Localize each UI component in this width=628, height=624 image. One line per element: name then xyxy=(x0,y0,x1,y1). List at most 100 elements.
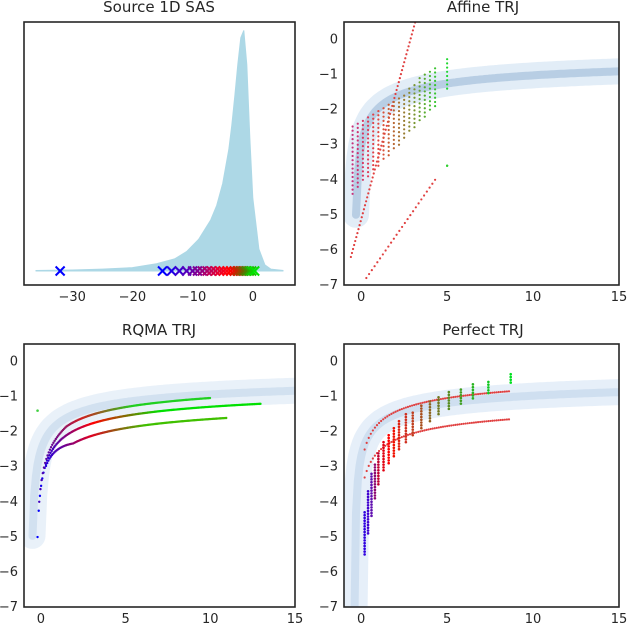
scatter-point xyxy=(499,418,502,422)
panel-perfect-trj: Perfect TRJ 0 5 10 15 0 −1 −2 −3 −4 −5 −6 −7 xyxy=(319,321,627,624)
scatter-point xyxy=(36,409,39,412)
scatter-point xyxy=(505,418,509,421)
scatter-point xyxy=(392,454,396,458)
scatter-point xyxy=(404,406,407,409)
y-tick-label: −4 xyxy=(0,495,18,510)
x-tick-label: 0 xyxy=(249,290,257,305)
scatter-point xyxy=(366,170,370,174)
scatter-point xyxy=(446,424,449,428)
scatter-point xyxy=(428,411,432,415)
scatter-point xyxy=(366,175,370,178)
x-tick-label: 5 xyxy=(443,290,451,305)
scatter-point xyxy=(370,508,373,512)
scatter-point xyxy=(392,446,396,450)
x-tick-label: 5 xyxy=(121,612,129,624)
scatter-point xyxy=(398,77,401,80)
scatter-point xyxy=(366,133,370,136)
scatter-point xyxy=(356,185,359,188)
scatter-point xyxy=(428,419,432,423)
scatter-point xyxy=(423,86,426,89)
scatter-point xyxy=(382,153,385,156)
scatter-point xyxy=(373,496,377,500)
x-tick-label: −30 xyxy=(58,290,85,305)
scatter-point xyxy=(462,422,465,425)
scatter-point xyxy=(408,108,411,111)
scatter-point xyxy=(396,84,399,88)
scatter-point xyxy=(447,396,451,399)
scatter-point xyxy=(395,233,398,236)
scatter-point xyxy=(370,483,373,487)
scatter-point xyxy=(388,413,391,417)
scatter-point xyxy=(392,138,395,141)
scatter-point xyxy=(351,163,354,166)
scatter-point xyxy=(406,405,410,408)
y-axis-perfect: 0 −1 −2 −3 −4 −5 −6 −7 xyxy=(319,355,338,615)
scatter-point xyxy=(398,408,401,412)
scatter-point xyxy=(403,221,406,225)
y-axis-rqma: 0 −1 −2 −3 −4 −5 −6 −7 xyxy=(0,355,18,615)
scatter-point xyxy=(397,80,400,84)
scatter-point xyxy=(428,414,432,417)
scatter-point xyxy=(377,135,380,138)
scatter-point xyxy=(361,161,365,165)
scatter-point xyxy=(370,475,373,478)
axes-frame-rqma xyxy=(23,343,296,608)
y-tick-label: 0 xyxy=(330,355,338,370)
scatter-point xyxy=(411,433,415,437)
scatter-point xyxy=(385,124,388,127)
scatter-point xyxy=(52,441,55,444)
scatter-point xyxy=(384,416,387,419)
scatter-point xyxy=(372,134,375,137)
scatter-point xyxy=(351,247,355,251)
scatter-point xyxy=(371,429,374,432)
scatter-point xyxy=(382,468,385,472)
scatter-point xyxy=(370,180,373,183)
scatter-point xyxy=(433,399,436,402)
scatter-point xyxy=(390,440,393,444)
scatter-point xyxy=(384,128,387,131)
scatter-point xyxy=(392,117,395,120)
scatter-point xyxy=(351,129,354,132)
scatter-point xyxy=(456,423,459,426)
scatter-point xyxy=(397,97,401,100)
x-marker xyxy=(246,265,257,277)
scatter-point xyxy=(361,170,365,173)
scatter-point xyxy=(382,136,385,139)
scatter-point xyxy=(471,391,475,395)
scatter-point xyxy=(397,419,401,423)
scatter-point xyxy=(487,380,490,384)
scatter-point xyxy=(408,112,411,115)
scatter-point xyxy=(51,447,55,451)
scatter-point xyxy=(471,397,475,400)
x-tick-label: 15 xyxy=(287,612,304,624)
y-tick-label: −7 xyxy=(319,600,338,615)
scatter-point xyxy=(428,403,432,406)
scatter-point xyxy=(413,113,416,116)
x-tick-label: 0 xyxy=(37,612,45,624)
scatter-point xyxy=(452,424,455,427)
scatter-point xyxy=(387,137,390,140)
scatter-point xyxy=(491,391,494,394)
scatter-point xyxy=(435,426,438,429)
scatter-point xyxy=(398,229,401,232)
scatter-point xyxy=(351,175,354,179)
scatter-point xyxy=(382,140,385,144)
scatter-point xyxy=(447,401,451,405)
scatter-point xyxy=(439,397,443,401)
scatter-point xyxy=(372,117,375,120)
y-tick-label: −1 xyxy=(319,68,338,83)
scatter-point xyxy=(382,443,385,447)
scatter-point xyxy=(387,245,390,248)
scatter-point xyxy=(397,139,401,142)
chart-title-rqma: RQMA TRJ xyxy=(122,321,196,339)
scatter-point xyxy=(392,142,395,146)
scatter-point xyxy=(423,94,426,97)
scatter-point xyxy=(50,449,53,453)
scatter-point xyxy=(392,130,395,133)
scatter-point xyxy=(361,157,365,160)
scatter-point xyxy=(392,134,395,137)
scatter-point xyxy=(404,435,408,438)
scatter-point xyxy=(428,186,431,189)
scatter-point xyxy=(362,208,366,211)
scatter-point xyxy=(411,425,415,429)
